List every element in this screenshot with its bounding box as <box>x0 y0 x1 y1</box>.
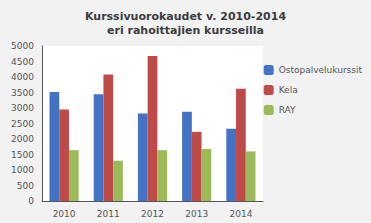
svg-text:eri rahoittajien kursseilla: eri rahoittajien kursseilla <box>107 24 264 37</box>
svg-text:2500: 2500 <box>11 119 34 129</box>
svg-text:Kela: Kela <box>279 85 298 95</box>
svg-text:3000: 3000 <box>11 103 34 113</box>
svg-text:2012: 2012 <box>141 209 164 219</box>
svg-text:1000: 1000 <box>11 165 34 175</box>
svg-text:1500: 1500 <box>11 150 34 160</box>
svg-text:2013: 2013 <box>185 209 208 219</box>
svg-text:4500: 4500 <box>11 57 34 67</box>
svg-text:Ostopalvelukurssit: Ostopalvelukurssit <box>279 65 363 75</box>
svg-text:2000: 2000 <box>11 134 34 144</box>
svg-text:2010: 2010 <box>53 209 76 219</box>
svg-text:3500: 3500 <box>11 88 34 98</box>
svg-text:5000: 5000 <box>11 41 34 51</box>
svg-text:2011: 2011 <box>97 209 120 219</box>
svg-text:0: 0 <box>28 196 34 206</box>
svg-text:500: 500 <box>17 181 34 191</box>
svg-text:Kurssivuorokaudet v. 2010-2014: Kurssivuorokaudet v. 2010-2014 <box>85 10 286 23</box>
svg-text:RAY: RAY <box>279 105 296 115</box>
svg-text:2014: 2014 <box>229 209 252 219</box>
svg-text:4000: 4000 <box>11 72 34 82</box>
